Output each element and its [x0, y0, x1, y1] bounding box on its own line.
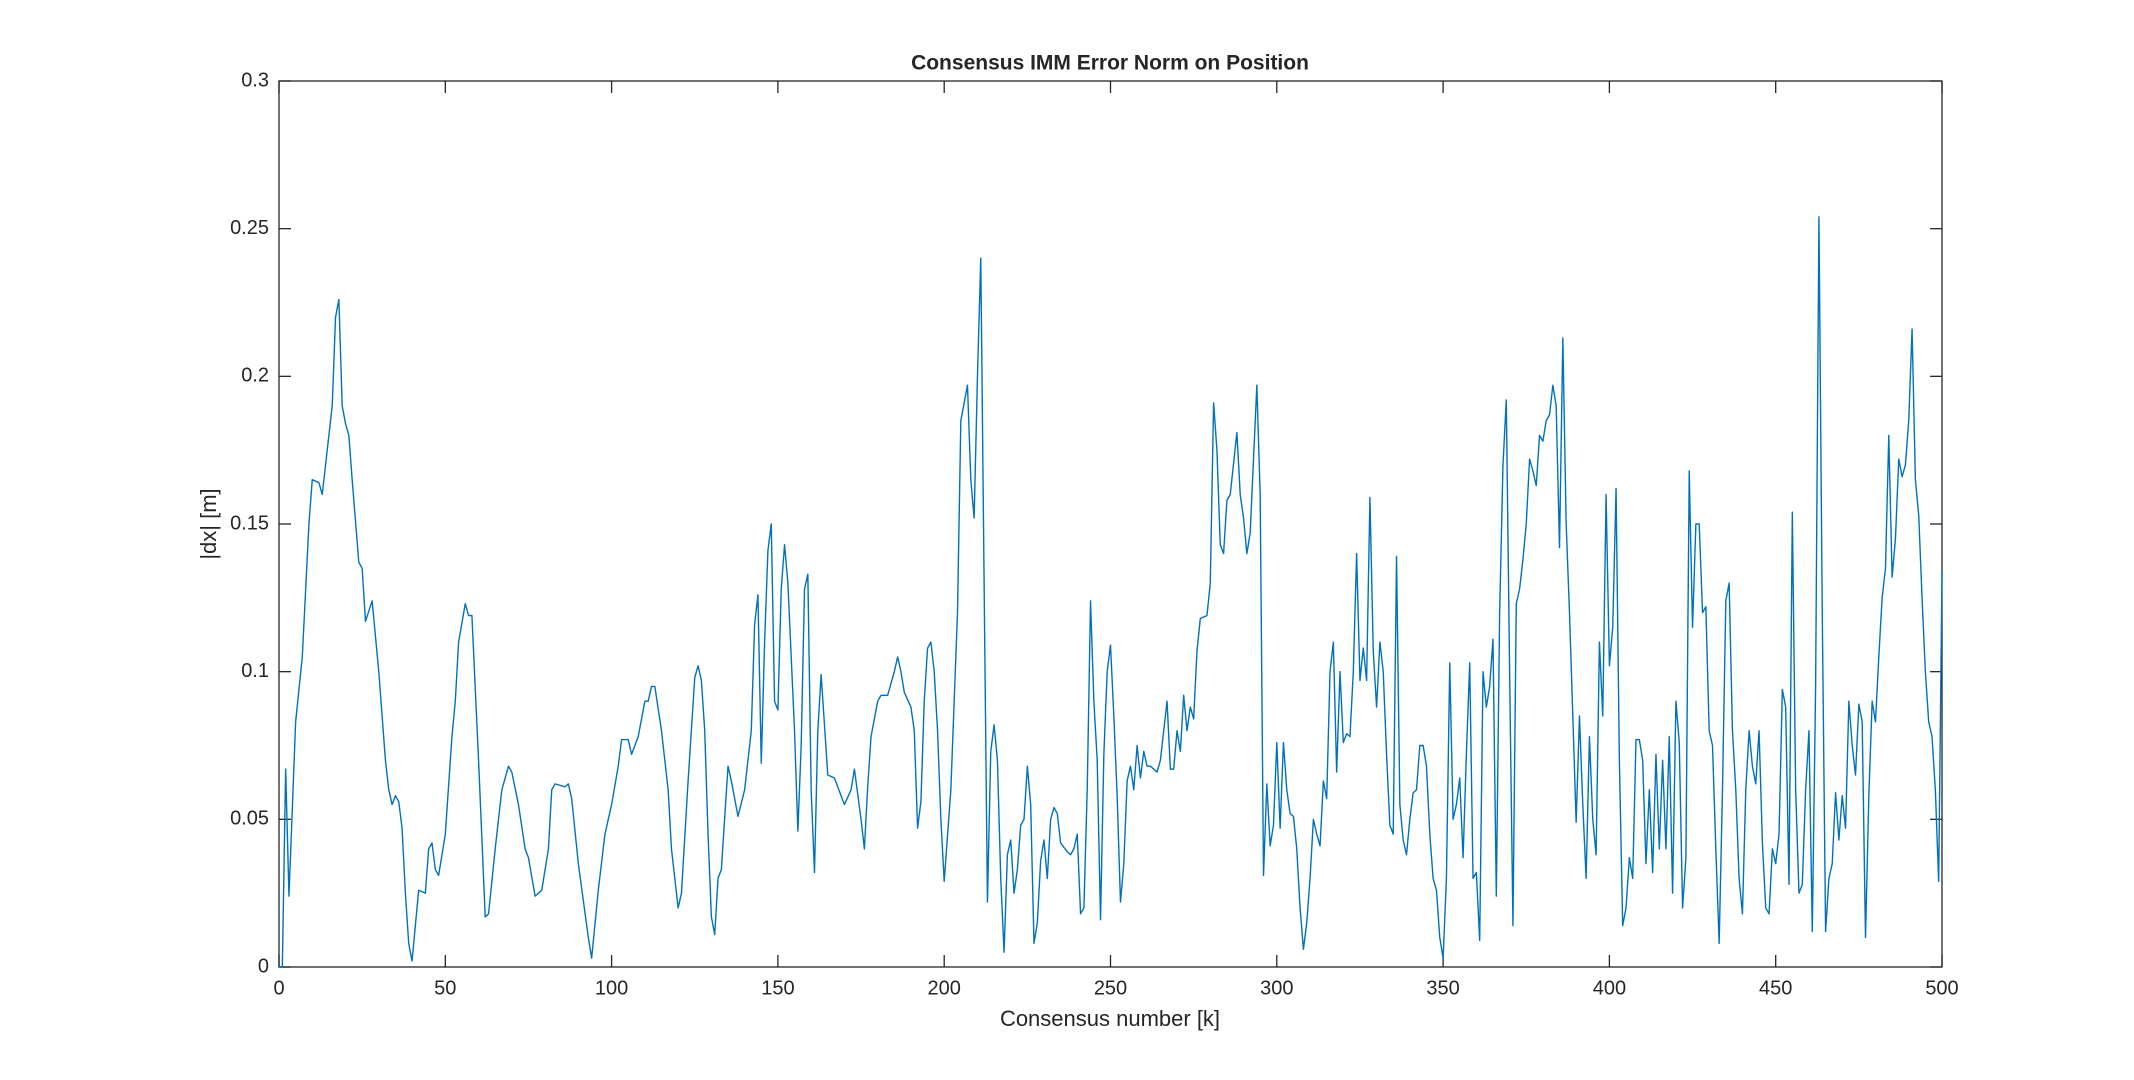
x-tick-label: 400: [1593, 977, 1626, 999]
x-tick-label: 150: [761, 977, 794, 999]
x-tick-label: 450: [1759, 977, 1792, 999]
chart-title: Consensus IMM Error Norm on Position: [911, 52, 1309, 75]
y-tick-label: 0.2: [241, 365, 269, 387]
y-tick-label: 0.3: [241, 69, 269, 91]
y-axis-label: |dx| [m]: [196, 488, 221, 559]
y-tick-label: 0.15: [230, 512, 269, 534]
x-tick-label: 200: [928, 977, 961, 999]
x-tick-label: 300: [1260, 977, 1293, 999]
x-tick-label: 0: [273, 977, 284, 999]
x-tick-label: 350: [1426, 977, 1459, 999]
x-tick-label: 250: [1094, 977, 1127, 999]
data-line: [279, 216, 1943, 968]
plot-area: [278, 80, 1943, 968]
y-tick-label: 0.25: [230, 217, 269, 239]
x-axis-label: Consensus number [k]: [1000, 1006, 1220, 1031]
y-tick-label: 0: [258, 955, 269, 977]
y-tick-label: 0.1: [241, 660, 269, 682]
x-tick-label: 500: [1925, 977, 1958, 999]
y-tick-label: 0.05: [230, 808, 269, 830]
x-tick-label: 50: [434, 977, 456, 999]
x-tick-label: 100: [595, 977, 628, 999]
